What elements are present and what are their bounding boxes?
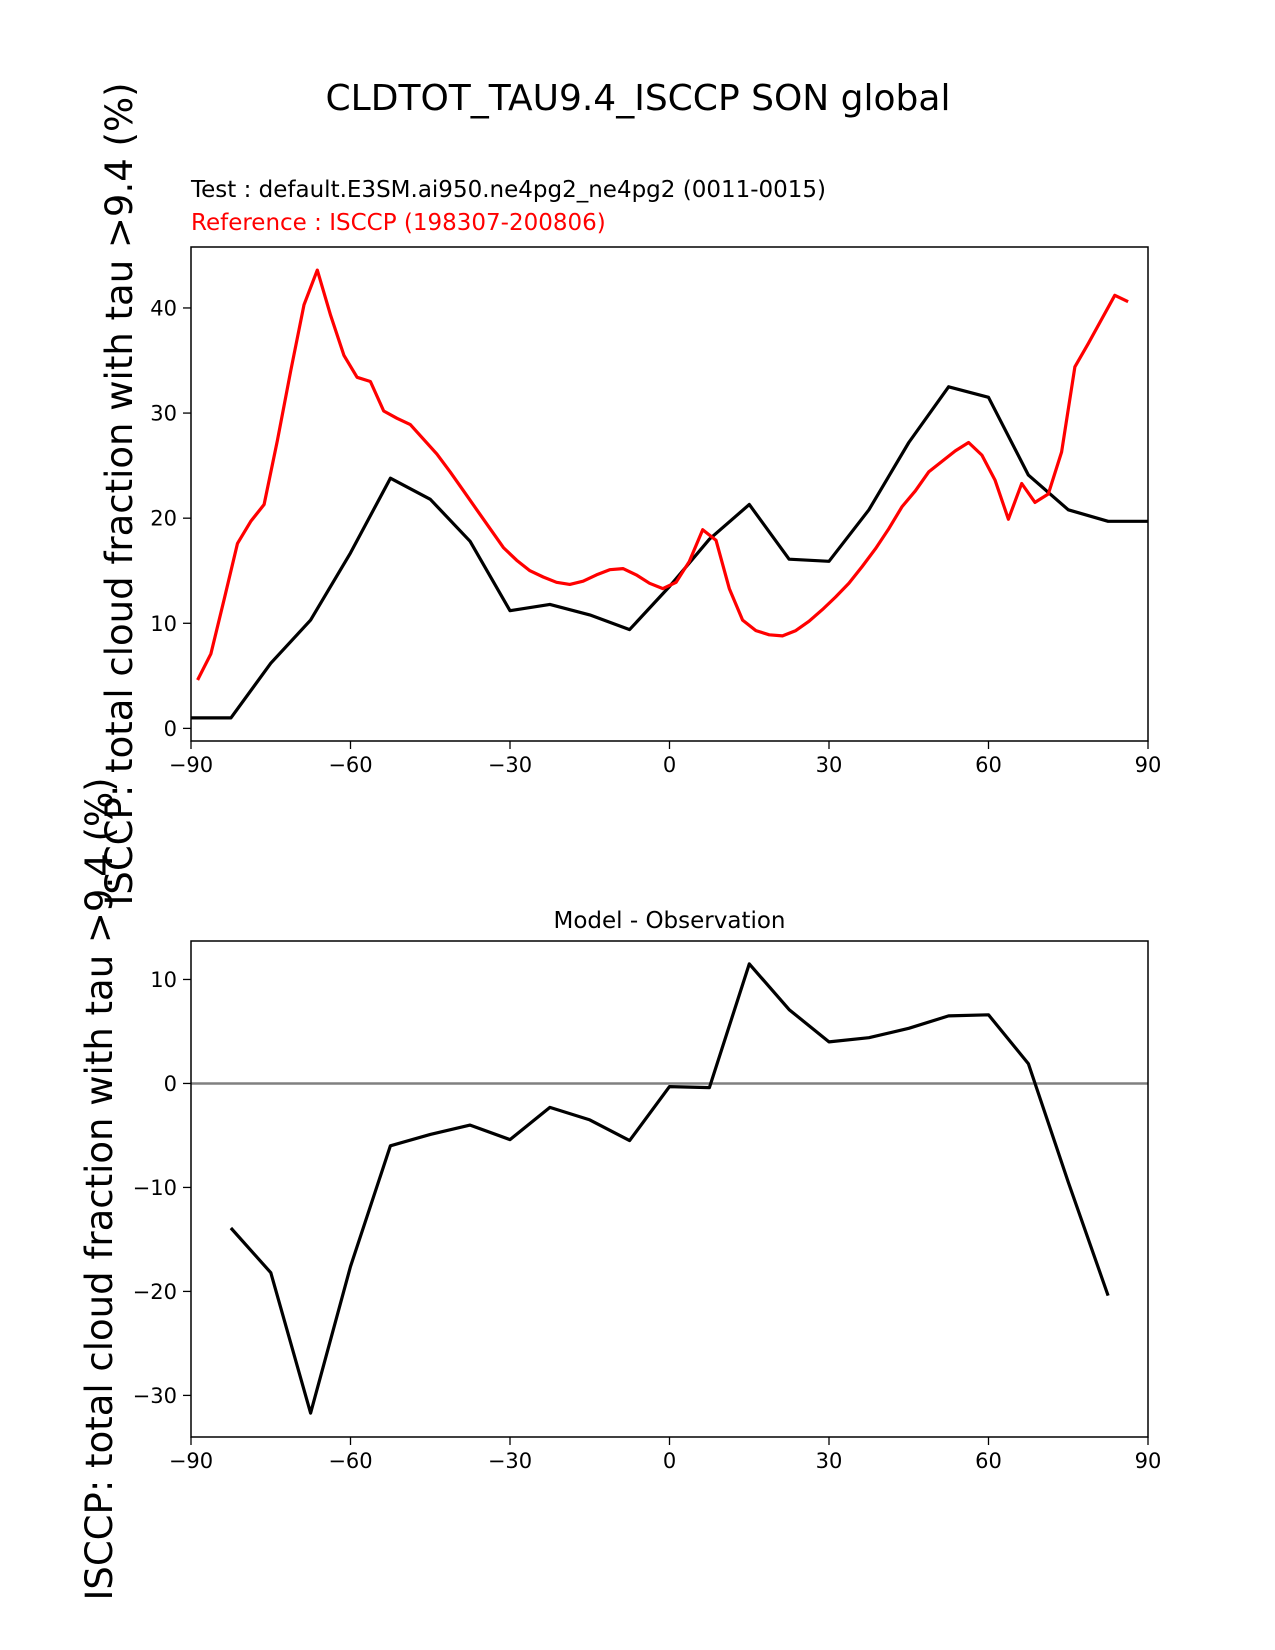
panel2-xtick-label: 0 <box>663 1449 676 1473</box>
panel2-ytick-label: 10 <box>150 968 177 992</box>
panel2-xtick-label: 30 <box>816 1449 843 1473</box>
panel1-ticks: −90 −60 −30 0 30 60 90 0 10 20 30 40 <box>150 296 1161 777</box>
panel1-ytick-label: 0 <box>164 717 177 741</box>
panel1-xtick-label: −60 <box>328 753 372 777</box>
panel2-frame <box>190 940 1149 1438</box>
panel1-ytick-label: 40 <box>150 296 177 320</box>
panel1-ytick-label: 10 <box>150 612 177 636</box>
panel-test-reference: −90 −60 −30 0 30 60 90 0 10 20 30 40 <box>150 246 1161 777</box>
panel1-xtick-label: −30 <box>488 753 532 777</box>
panel1-series <box>191 268 1148 720</box>
panel2-ticks: −90 −60 −30 0 30 60 90 −30 −20 −10 0 10 <box>133 968 1162 1473</box>
panel2-ytick-label: −30 <box>133 1384 177 1408</box>
figure-title: CLDTOT_TAU9.4_ISCCP SON global <box>326 78 951 119</box>
panel2-title: Model - Observation <box>553 908 785 934</box>
panel2-ytick-label: −20 <box>133 1280 177 1304</box>
series-line-reference <box>196 268 1129 681</box>
panel2-series <box>191 962 1148 1415</box>
panel1-xtick-label: 30 <box>816 753 843 777</box>
panel2-xtick-label: 90 <box>1135 1449 1162 1473</box>
panel1-xtick-label: −90 <box>169 753 213 777</box>
panel1-frame <box>190 246 1149 742</box>
series-line-model-observation <box>229 962 1110 1415</box>
panel1-ytick-label: 20 <box>150 507 177 531</box>
panel2-ytick-label: −10 <box>133 1176 177 1200</box>
panel2-xtick-label: −30 <box>488 1449 532 1473</box>
panel2-ytick-label: 0 <box>164 1072 177 1096</box>
panel1-ytick-label: 30 <box>150 402 177 426</box>
panel2-xtick-label: −60 <box>328 1449 372 1473</box>
panel2-xtick-label: 60 <box>975 1449 1002 1473</box>
panel2-ylabel: ISCCP: total cloud fraction with tau >9.… <box>78 777 121 1600</box>
panel1-ylabel: ISCCP: total cloud fraction with tau >9.… <box>98 82 141 905</box>
panel-difference: Model - Observation −90 −60 −30 0 30 60 90−30−… <box>133 908 1162 1473</box>
panel1-xtick-label: 0 <box>663 753 676 777</box>
panel1-xtick-label: 90 <box>1135 753 1162 777</box>
panel1-xtick-label: 60 <box>975 753 1002 777</box>
panel2-xtick-label: −90 <box>169 1449 213 1473</box>
test-label: Test : default.E3SM.ai950.ne4pg2_ne4pg2 … <box>190 177 826 203</box>
reference-label: Reference : ISCCP (198307-200806) <box>191 210 606 236</box>
